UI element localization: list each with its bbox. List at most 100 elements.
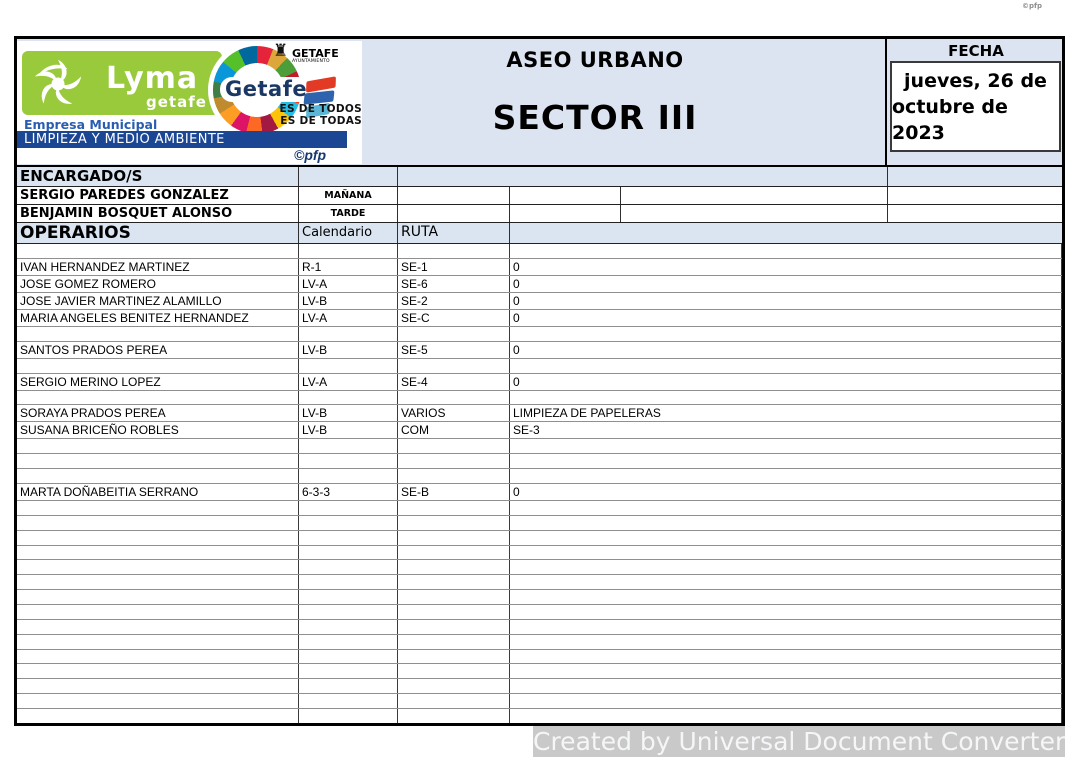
operario-name-cell (17, 501, 299, 515)
operario-name-cell (17, 358, 299, 373)
operario-ruta-cell (398, 664, 510, 679)
operario-detalle-cell (510, 515, 1062, 530)
operario-calendario-cell (299, 390, 398, 405)
limpieza-bar: LIMPIEZA Y MEDIO AMBIENTE (17, 131, 347, 148)
ayuntamiento-crest-icon: ♜ (273, 41, 289, 60)
operario-name-cell (17, 454, 299, 469)
slogan-line2: ES DE TODAS (280, 115, 362, 127)
operario-row (17, 664, 1062, 680)
lyma-swirl-icon (34, 59, 82, 104)
encargados-header-cell (299, 167, 398, 186)
operario-ruta-cell (398, 390, 510, 405)
operario-ruta-cell: SE-5 (398, 341, 510, 358)
operario-calendario-cell (299, 560, 398, 575)
operario-ruta-cell (398, 545, 510, 560)
operario-ruta-cell: VARIOS (398, 405, 510, 422)
operario-row: JOSE GOMEZ ROMERO LV-A SE-6 0 (17, 275, 1062, 293)
operario-ruta-cell (398, 575, 510, 590)
operario-row: SERGIO MERINO LOPEZ LV-A SE-4 0 (17, 373, 1062, 391)
operario-row: SANTOS PRADOS PEREA LV-B SE-5 0 (17, 341, 1062, 359)
operarios-section-label: OPERARIOS (17, 223, 299, 243)
page-subtitle: SECTOR III (492, 98, 698, 137)
operario-detalle-cell (510, 575, 1062, 590)
operario-calendario-cell (299, 634, 398, 649)
operario-row (17, 454, 1062, 470)
operario-detalle-cell (510, 709, 1062, 723)
operario-row: MARTA DOÑABEITIA SERRANO 6-3-3 SE-B 0 (17, 484, 1062, 502)
operario-calendario-cell (299, 326, 398, 341)
operario-name-cell: IVAN HERNANDEZ MARTINEZ (17, 258, 299, 275)
operario-ruta-cell (398, 469, 510, 484)
encargado-empty-cell (888, 187, 1062, 204)
operario-calendario-cell (299, 545, 398, 560)
operario-name-cell (17, 605, 299, 619)
operario-name-cell (17, 545, 299, 560)
encargado-shift-cell: TARDE (299, 205, 398, 222)
operario-name-cell (17, 575, 299, 590)
fecha-line1: jueves, 26 de (904, 69, 1047, 92)
operario-calendario-cell (299, 469, 398, 484)
operario-detalle-cell: LIMPIEZA DE PAPELERAS (510, 405, 1062, 422)
encargado-row: SERGIO PAREDES GONZALEZ MAÑANA (17, 187, 1062, 205)
operario-ruta-cell (398, 649, 510, 664)
logo-panel: Lyma getafe Getafe ♜ GETAFE AYUNTAMIENTO… (17, 41, 362, 164)
getafe-wordmark-band (220, 77, 316, 102)
operario-detalle-cell (510, 530, 1062, 545)
operario-ruta-cell (398, 515, 510, 530)
operario-detalle-cell (510, 326, 1062, 341)
operario-calendario-cell (299, 575, 398, 590)
operario-detalle-cell (510, 694, 1062, 709)
operario-ruta-cell: SE-2 (398, 292, 510, 309)
col-header-calendario: Calendario (299, 223, 398, 243)
operario-ruta-cell (398, 709, 510, 723)
operario-detalle-cell: 0 (510, 309, 1062, 326)
operario-row (17, 501, 1062, 516)
lyma-wordmark: Lyma (106, 61, 199, 96)
operario-row: SUSANA BRICEÑO ROBLES LV-B COM SE-3 (17, 422, 1062, 440)
operario-name-cell: JOSE JAVIER MARTINEZ ALAMILLO (17, 292, 299, 309)
operario-calendario-cell: LV-B (299, 405, 398, 422)
operario-calendario-cell (299, 501, 398, 515)
title-block: ASEO URBANO SECTOR III (335, 39, 855, 137)
operario-ruta-cell (398, 634, 510, 649)
operario-row: MARIA ANGELES BENITEZ HERNANDEZ LV-A SE-C 0 (17, 309, 1062, 327)
operario-calendario-cell (299, 709, 398, 723)
operario-calendario-cell: LV-A (299, 373, 398, 390)
operario-calendario-cell (299, 244, 398, 258)
operario-name-cell: SERGIO MERINO LOPEZ (17, 373, 299, 390)
operario-ruta-cell (398, 501, 510, 515)
encargado-name-cell: BENJAMIN BOSQUET ALONSO (17, 205, 299, 222)
operario-name-cell (17, 649, 299, 664)
operario-name-cell: MARIA ANGELES BENITEZ HERNANDEZ (17, 309, 299, 326)
encargado-empty-cell (398, 187, 510, 204)
logo-pfp-mark: ©pfp (294, 147, 327, 163)
operario-calendario-cell (299, 649, 398, 664)
encargado-empty-cell (888, 205, 1062, 222)
operario-name-cell (17, 244, 299, 258)
page-corner-mark: ©pfp (1022, 2, 1043, 10)
operario-row (17, 326, 1062, 342)
operarios-rows: IVAN HERNANDEZ MARTINEZ R-1 SE-1 0 JOSE GOME… (17, 244, 1062, 723)
operario-detalle-cell: 0 (510, 341, 1062, 358)
operario-ruta-cell (398, 530, 510, 545)
encargados-header-row: ENCARGADO/S (17, 167, 1062, 187)
operario-row (17, 244, 1062, 259)
encargado-row: BENJAMIN BOSQUET ALONSO TARDE (17, 205, 1062, 223)
worksheet-page: Lyma getafe Getafe ♜ GETAFE AYUNTAMIENTO… (14, 36, 1065, 726)
operario-detalle-cell (510, 605, 1062, 619)
operario-row (17, 560, 1062, 576)
getafe-slogan: ES DE TODOS ES DE TODAS (267, 103, 362, 127)
operario-name-cell (17, 590, 299, 605)
col-header-empty (510, 223, 1062, 243)
encargado-empty-cell (398, 205, 510, 222)
operario-name-cell (17, 515, 299, 530)
encargado-empty-cell (510, 205, 621, 222)
operario-detalle-cell (510, 619, 1062, 634)
encargado-empty-cell (621, 205, 888, 222)
empresa-municipal-label: Empresa Municipal (24, 117, 158, 132)
operario-calendario-cell (299, 664, 398, 679)
operario-name-cell: JOSE GOMEZ ROMERO (17, 275, 299, 292)
operario-calendario-cell: LV-B (299, 292, 398, 309)
operario-detalle-cell (510, 545, 1062, 560)
operario-name-cell (17, 679, 299, 694)
